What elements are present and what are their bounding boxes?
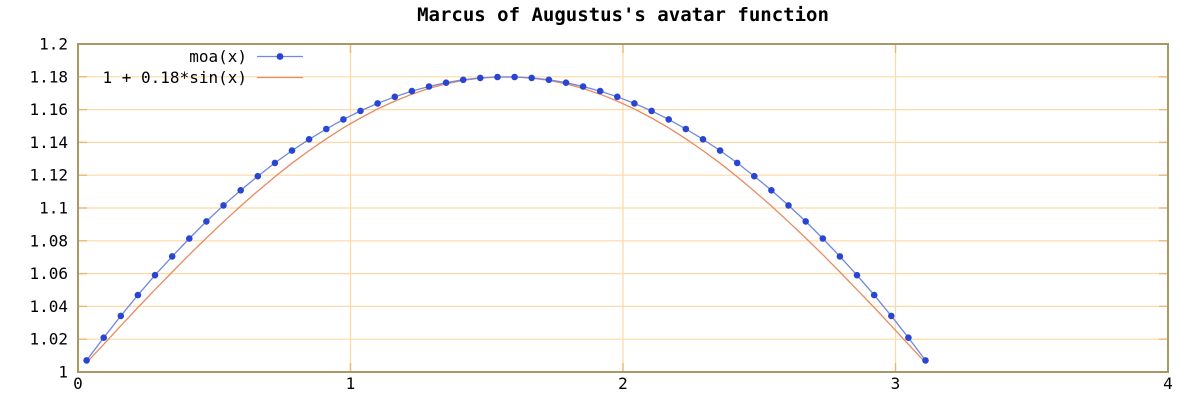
data-point — [100, 334, 107, 342]
data-point — [83, 357, 90, 364]
data-point — [631, 100, 638, 107]
data-point — [614, 93, 621, 101]
chart-title: Marcus of Augustus's avatar function — [417, 4, 829, 26]
data-point — [870, 291, 878, 299]
data-point — [408, 87, 416, 95]
plot-area: 1 1.02 1.04 1.06 1.08 1.1 1.12 1.14 1.16 1.18 1.2 0… — [29, 35, 1172, 394]
data-point — [323, 125, 330, 133]
data-point — [494, 73, 501, 81]
data-point — [305, 136, 313, 143]
data-point — [905, 334, 912, 342]
data-point — [151, 271, 159, 279]
data-point — [579, 83, 587, 90]
y-tick-label: 1 — [58, 363, 68, 382]
data-point — [340, 116, 347, 123]
y-tick-label: 1.06 — [29, 264, 68, 283]
data-point — [768, 187, 775, 194]
y-tick-label: 1.04 — [29, 297, 68, 316]
data-point — [545, 76, 553, 84]
legend-label-moa: moa(x) — [189, 47, 247, 66]
data-point — [648, 107, 655, 115]
data-point — [254, 172, 262, 180]
y-tick-label: 1.14 — [29, 133, 68, 152]
data-point — [425, 83, 433, 90]
data-point — [442, 79, 450, 86]
x-tick-label: 2 — [618, 374, 628, 393]
data-point — [733, 159, 741, 167]
data-point — [391, 93, 399, 101]
data-point — [203, 218, 210, 225]
legend-sample-moa-marker — [276, 53, 284, 60]
data-point — [562, 79, 570, 86]
y-tick-label: 1.16 — [29, 100, 68, 119]
data-point — [459, 76, 467, 84]
data-point — [665, 116, 672, 123]
y-tick-label: 1.08 — [29, 231, 68, 250]
data-point — [528, 74, 535, 82]
data-point — [134, 291, 142, 299]
data-point — [168, 253, 176, 260]
data-point — [357, 107, 364, 115]
data-point — [819, 235, 827, 242]
data-point — [596, 87, 604, 95]
x-tick-label: 0 — [73, 374, 83, 393]
series-moa-line — [86, 76, 927, 361]
data-point — [374, 100, 381, 107]
data-point — [117, 312, 125, 320]
data-point — [853, 271, 861, 279]
data-point — [511, 73, 518, 81]
y-tick-label: 1.1 — [39, 199, 68, 218]
legend: moa(x) 1 + 0.18*sin(x) — [103, 47, 303, 87]
x-tick-label: 3 — [891, 374, 901, 393]
data-point — [682, 125, 690, 133]
y-tick-label: 1.18 — [29, 67, 68, 86]
y-tick-label: 1.2 — [39, 35, 68, 54]
data-point — [716, 147, 724, 154]
data-point — [802, 218, 809, 225]
data-point — [785, 202, 792, 209]
data-point — [699, 136, 707, 143]
x-tick-label: 1 — [346, 374, 356, 393]
data-point — [186, 235, 193, 242]
data-point — [751, 172, 758, 180]
data-point — [220, 202, 227, 209]
y-tick-label: 1.12 — [29, 166, 68, 185]
plot-border — [77, 43, 1169, 373]
data-point — [288, 147, 296, 154]
legend-label-sin: 1 + 0.18*sin(x) — [103, 68, 248, 87]
data-point — [922, 357, 929, 364]
x-tick-label: 4 — [1163, 374, 1173, 393]
series-sin-line — [86, 76, 926, 364]
data-point — [836, 253, 844, 260]
data-point — [477, 74, 484, 82]
y-tick-label: 1.02 — [29, 330, 68, 349]
data-point — [271, 159, 279, 167]
data-point — [237, 187, 244, 194]
data-point — [888, 312, 895, 320]
